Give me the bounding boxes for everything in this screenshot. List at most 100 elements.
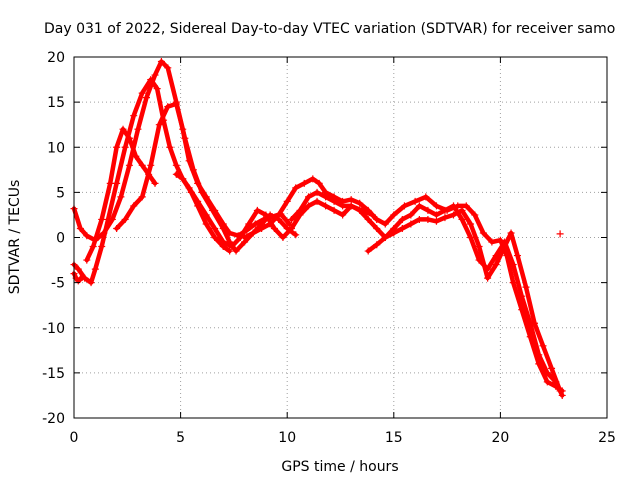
data-point	[228, 243, 236, 251]
data-point	[543, 378, 551, 386]
data-point	[121, 215, 129, 223]
data-point	[211, 224, 219, 232]
data-point	[166, 143, 174, 151]
data-point	[138, 193, 146, 201]
data-point	[117, 193, 125, 201]
data-point	[211, 206, 219, 214]
data-point	[275, 211, 283, 219]
data-point	[76, 224, 84, 232]
data-point	[181, 134, 189, 142]
data-point	[330, 206, 338, 214]
data-point	[300, 179, 308, 187]
x-axis-label: GPS time / hours	[281, 459, 398, 475]
data-point	[258, 224, 266, 232]
data-point	[400, 202, 408, 210]
data-point	[509, 279, 517, 287]
data-point	[501, 243, 509, 251]
data-point	[458, 206, 466, 214]
data-point	[432, 202, 440, 210]
data-point	[364, 215, 372, 223]
data-point	[484, 274, 492, 282]
data-point	[121, 143, 129, 151]
data-point	[558, 391, 566, 399]
data-point	[364, 206, 372, 214]
data-point	[253, 206, 261, 214]
series-trace-8	[365, 208, 563, 394]
data-point	[198, 188, 206, 196]
y-tick-label: 15	[47, 95, 65, 111]
data-point	[305, 202, 313, 210]
x-tick-label: 0	[70, 430, 79, 446]
data-point	[407, 220, 415, 228]
data-point	[398, 224, 406, 232]
data-point	[89, 243, 97, 251]
data-point	[157, 58, 165, 66]
data-point	[113, 224, 121, 232]
data-point	[113, 179, 121, 187]
data-point	[441, 214, 449, 222]
data-point	[556, 387, 564, 395]
data-point	[202, 211, 210, 219]
data-point	[164, 64, 172, 72]
data-point	[458, 215, 466, 223]
data-point	[381, 234, 389, 241]
data-point	[160, 116, 168, 124]
data-point	[373, 224, 381, 232]
data-point	[138, 89, 146, 97]
data-point	[531, 319, 539, 327]
data-point	[172, 161, 180, 169]
data-point	[243, 226, 251, 234]
data-point	[106, 179, 114, 187]
y-tick-label: 10	[47, 140, 65, 156]
data-point	[87, 279, 95, 287]
data-point	[407, 211, 415, 219]
data-point	[322, 193, 330, 201]
data-point	[241, 234, 249, 241]
data-point	[381, 220, 389, 228]
data-point	[467, 234, 475, 241]
data-point	[522, 283, 530, 291]
data-point	[496, 236, 504, 244]
data-point	[552, 378, 560, 386]
data-point	[249, 229, 257, 237]
data-point	[91, 236, 99, 244]
data-point	[507, 229, 515, 237]
data-point	[266, 220, 274, 228]
data-point	[268, 213, 276, 221]
data-point	[194, 197, 202, 205]
y-tick-label: -15	[42, 366, 65, 382]
data-point	[364, 247, 372, 255]
data-point	[138, 161, 146, 169]
data-point	[130, 202, 138, 210]
data-point	[187, 188, 195, 196]
data-point	[347, 196, 355, 204]
data-point	[142, 94, 150, 102]
x-tick-label: 10	[278, 430, 296, 446]
data-point	[74, 265, 82, 273]
data-point	[432, 217, 440, 225]
data-point	[287, 215, 295, 223]
data-point	[471, 211, 479, 219]
data-point	[518, 292, 526, 300]
data-point	[79, 273, 87, 281]
data-point	[479, 229, 487, 237]
data-point	[292, 231, 300, 239]
y-tick-label: -5	[51, 276, 65, 292]
data-point	[475, 256, 483, 264]
data-point	[202, 193, 210, 201]
data-point	[373, 215, 381, 223]
data-point	[356, 199, 364, 207]
data-point	[279, 234, 287, 241]
y-tick-label: 0	[56, 231, 65, 247]
data-point	[543, 369, 551, 377]
data-point	[467, 220, 475, 228]
data-point	[313, 197, 321, 205]
y-tick-label: 5	[56, 185, 65, 201]
data-point	[313, 188, 321, 196]
data-point	[119, 125, 127, 133]
data-point	[125, 161, 133, 169]
data-point	[98, 243, 106, 251]
data-point	[185, 184, 193, 192]
data-point	[113, 143, 121, 151]
data-point	[155, 121, 163, 129]
